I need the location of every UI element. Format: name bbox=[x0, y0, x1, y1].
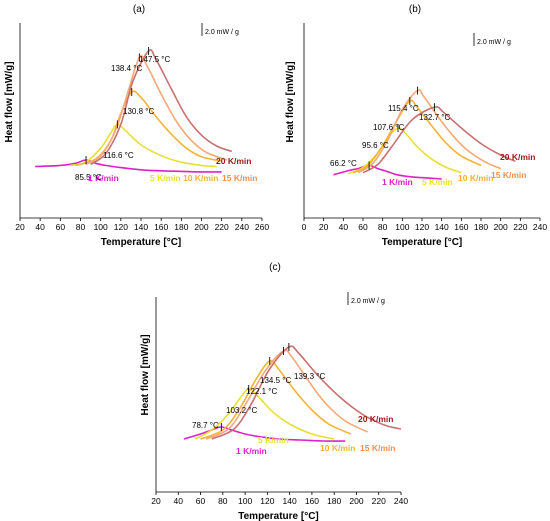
series-label: 10 K/min bbox=[320, 443, 355, 453]
x-tick-label: 80 bbox=[218, 496, 228, 506]
peak-annotation: 130.8 °C bbox=[123, 107, 154, 116]
peak-annotation: 85.5 °C bbox=[75, 173, 102, 182]
x-tick-label: 100 bbox=[94, 222, 108, 232]
series-label: 15 K/min bbox=[222, 173, 257, 183]
panel-a: (a) Heat flow [mW/g] 20 40 60 80 100 120 140 160 1… bbox=[4, 4, 269, 248]
x-tick-label: 200 bbox=[494, 222, 508, 232]
series-line-20kmin bbox=[211, 345, 402, 440]
x-tick-label: 140 bbox=[435, 222, 449, 232]
x-tick-label: 140 bbox=[134, 222, 148, 232]
peak-annotation: 103.2 °C bbox=[226, 406, 257, 415]
series-line-5kmin bbox=[70, 123, 217, 168]
x-tick-label: 20 bbox=[15, 222, 25, 232]
peak-annotation: 115.4 °C bbox=[388, 104, 419, 113]
x-tick-label: 240 bbox=[533, 222, 547, 232]
x-tick-label: 20 bbox=[319, 222, 329, 232]
series-label: 15 K/min bbox=[360, 443, 395, 453]
x-tick-label: 240 bbox=[235, 222, 249, 232]
series-line-1kmin bbox=[333, 164, 442, 180]
x-tick-label: 120 bbox=[260, 496, 274, 506]
x-tick-label: 180 bbox=[327, 496, 341, 506]
x-tick-label: 60 bbox=[56, 222, 66, 232]
peak-annotation: 132.7 °C bbox=[419, 113, 450, 122]
peak-annotation: 147.5 °C bbox=[139, 55, 170, 64]
series-label: 5 K/min bbox=[422, 177, 453, 187]
series-label: 5 K/min bbox=[150, 173, 181, 183]
series-line-10kmin bbox=[352, 99, 482, 174]
peak-annotation: 95.6 °C bbox=[362, 141, 389, 150]
panel-label: (b) bbox=[409, 4, 421, 15]
peak-annotation: 122.1 °C bbox=[246, 387, 277, 396]
x-tick-label: 240 bbox=[394, 496, 408, 506]
x-tick-label: 80 bbox=[378, 222, 388, 232]
series-label: 1 K/min bbox=[236, 446, 267, 456]
series-label: 10 K/min bbox=[458, 173, 493, 183]
series-line-10kmin bbox=[75, 90, 222, 167]
x-tick-label: 180 bbox=[474, 222, 488, 232]
series-label: 1 K/min bbox=[88, 173, 119, 183]
y-axis-label: Heat flow [mW/g] bbox=[4, 61, 15, 142]
peak-annotation: 78.7 °C bbox=[192, 421, 219, 430]
x-tick-label: 220 bbox=[215, 222, 229, 232]
x-tick-label: 220 bbox=[372, 496, 386, 506]
series-label: 1 K/min bbox=[382, 177, 413, 187]
scale-bar-label: 2.0 mW / g bbox=[205, 29, 239, 36]
series-label: 20 K/min bbox=[358, 414, 393, 424]
panel-b: (b) Heat flow [mW/g] 0 20 40 60 80 100 120 140 160… bbox=[285, 4, 547, 248]
x-axis-label: Temperature [°C] bbox=[238, 511, 319, 521]
y-axis-label: Heat flow [mW/g] bbox=[285, 61, 296, 142]
x-tick-label: 100 bbox=[238, 496, 252, 506]
peak-annotation: 116.6 °C bbox=[103, 151, 134, 160]
x-tick-label: 160 bbox=[305, 496, 319, 506]
x-tick-label: 200 bbox=[194, 222, 208, 232]
series-line-20kmin bbox=[362, 106, 516, 174]
x-tick-label: 60 bbox=[196, 496, 206, 506]
peak-annotation: 66.2 °C bbox=[330, 159, 357, 168]
x-tick-label: 140 bbox=[283, 496, 297, 506]
x-tick-label: 40 bbox=[174, 496, 184, 506]
x-tick-label: 160 bbox=[454, 222, 468, 232]
series-label: 20 K/min bbox=[216, 156, 251, 166]
series-line-15kmin bbox=[205, 349, 368, 440]
peak-annotation: 139.3 °C bbox=[294, 372, 325, 381]
panel-c: (c) Heat flow [mW/g] 20 40 60 80 100 120 140 160 1… bbox=[140, 262, 408, 521]
x-tick-label: 180 bbox=[174, 222, 188, 232]
series-line-15kmin bbox=[357, 89, 502, 174]
peak-annotation: 138.4 °C bbox=[111, 64, 142, 73]
panel-label: (a) bbox=[133, 4, 145, 15]
series-line-1kmin bbox=[35, 159, 222, 173]
x-axis-label: Temperature [°C] bbox=[101, 237, 182, 248]
series-label: 10 K/min bbox=[183, 173, 218, 183]
series-line-5kmin bbox=[194, 388, 335, 440]
x-tick-label: 100 bbox=[395, 222, 409, 232]
peak-annotation: 134.5 °C bbox=[260, 376, 291, 385]
series-label: 5 K/min bbox=[258, 435, 289, 445]
x-tick-label: 220 bbox=[513, 222, 527, 232]
x-tick-label: 200 bbox=[349, 496, 363, 506]
scale-bar-label: 2.0 mW / g bbox=[351, 298, 385, 305]
peak-annotation: 107.6 °C bbox=[373, 123, 404, 132]
y-axis-label: Heat flow [mW/g] bbox=[140, 334, 151, 415]
x-tick-label: 120 bbox=[415, 222, 429, 232]
x-tick-label: 120 bbox=[114, 222, 128, 232]
series-label: 15 K/min bbox=[491, 170, 526, 180]
x-tick-label: 40 bbox=[35, 222, 45, 232]
series-line-15kmin bbox=[85, 55, 227, 166]
x-tick-label: 60 bbox=[358, 222, 368, 232]
x-axis-label: Temperature [°C] bbox=[382, 237, 463, 248]
series-label: 20 K/min bbox=[500, 152, 535, 162]
x-tick-label: 260 bbox=[255, 222, 269, 232]
series-line-20kmin bbox=[90, 49, 233, 166]
x-tick-label: 160 bbox=[154, 222, 168, 232]
scale-bar-label: 2.0 mW / g bbox=[477, 39, 511, 46]
x-tick-label: 40 bbox=[339, 222, 349, 232]
x-tick-label: 20 bbox=[151, 496, 161, 506]
x-tick-label: 80 bbox=[76, 222, 86, 232]
x-tick-label: 0 bbox=[302, 222, 307, 232]
panel-label: (c) bbox=[269, 262, 281, 273]
